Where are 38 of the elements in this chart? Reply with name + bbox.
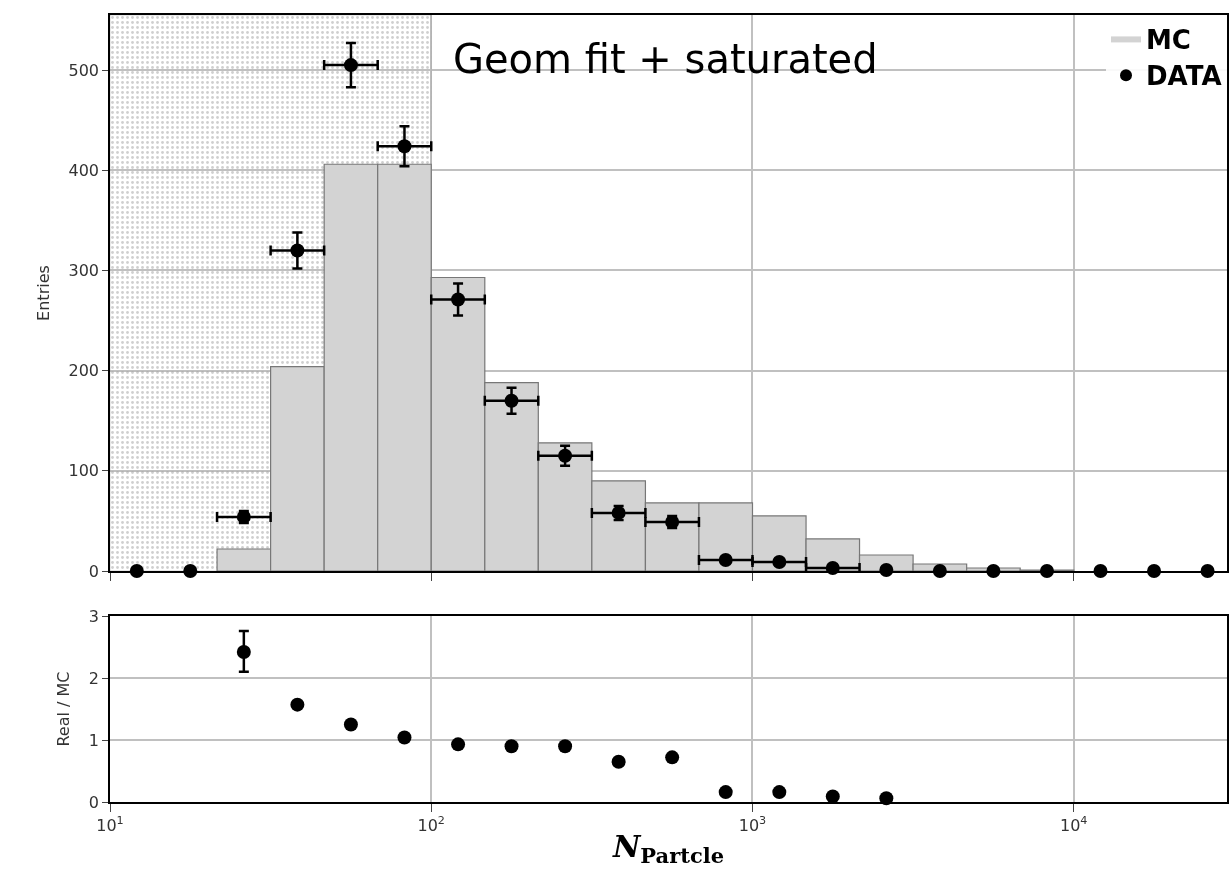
y-tick-label: 400	[68, 160, 100, 180]
point	[397, 139, 412, 154]
x-axis-title: N$_{Partcle}$	[611, 828, 725, 869]
point	[665, 750, 680, 765]
point	[343, 58, 358, 73]
point	[504, 739, 519, 754]
y-tick-label: 2	[88, 668, 100, 688]
legend-label: MC	[1146, 24, 1191, 55]
y-tick-label: 3	[88, 606, 100, 626]
y-tick-label: 0	[88, 792, 100, 812]
point	[558, 739, 573, 754]
point	[504, 393, 519, 408]
y-tick-label: 300	[68, 261, 100, 281]
annotation: Geom fit + saturated	[453, 36, 878, 82]
legend-label: DATA	[1146, 61, 1222, 92]
x-tick-label: 10$^{4}$	[1059, 814, 1088, 835]
y-tick-label: 1	[88, 730, 100, 750]
point	[236, 644, 251, 659]
y-axis-title: Entries	[33, 265, 53, 321]
point	[290, 697, 305, 712]
y-tick-label: 0	[88, 561, 100, 581]
point	[451, 737, 466, 752]
y-tick-label: 500	[68, 60, 100, 80]
x-tick-label: 10$^{3}$	[738, 814, 767, 835]
point	[397, 730, 412, 745]
y-axis-title: Real / MC	[54, 671, 74, 747]
x-tick-label: 10$^{2}$	[417, 814, 445, 835]
point	[558, 448, 573, 463]
y-tick-label: 200	[68, 361, 100, 381]
point	[290, 243, 305, 258]
point	[718, 785, 733, 800]
point	[611, 754, 626, 769]
point	[825, 789, 840, 804]
y-tick-label: 100	[68, 461, 100, 481]
point	[772, 785, 787, 800]
point	[451, 292, 466, 307]
x-tick-label: 10$^{1}$	[96, 814, 124, 835]
point	[343, 717, 358, 732]
